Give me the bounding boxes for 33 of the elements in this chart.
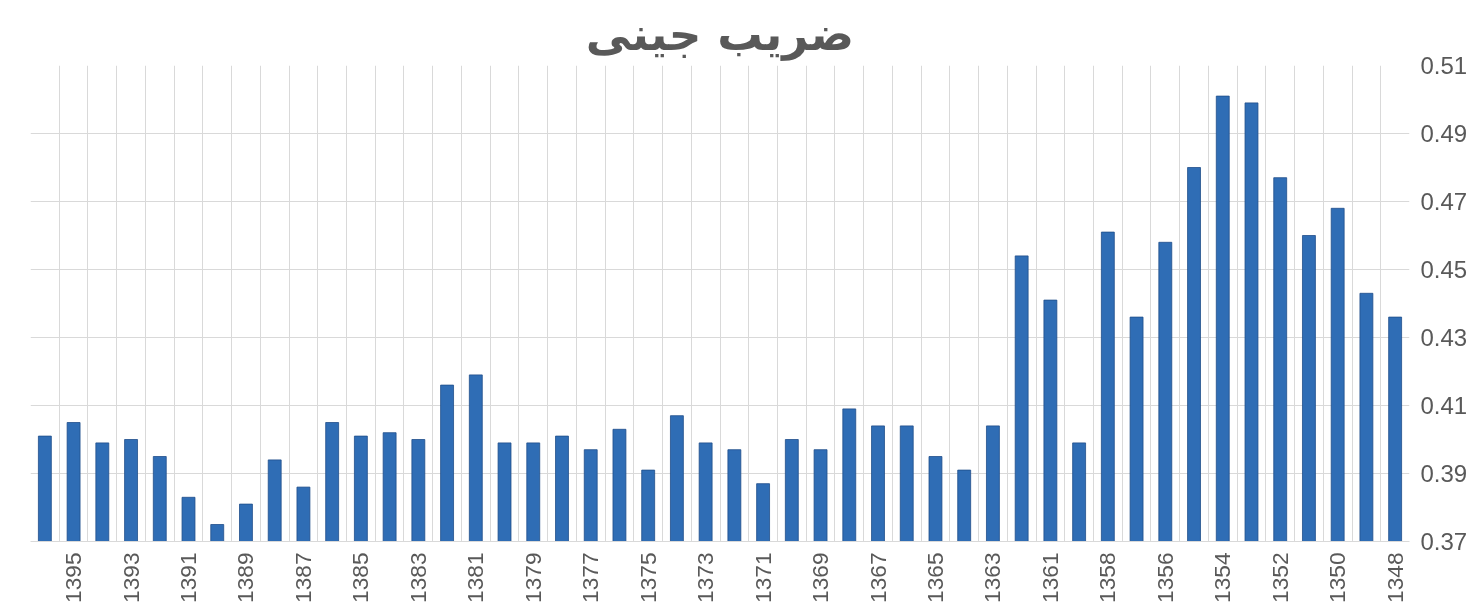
x-tick-label: 1348 <box>1381 552 1408 603</box>
x-tick-label: 1373 <box>692 552 719 603</box>
x-tick-label: 1377 <box>577 552 604 603</box>
y-tick-label: 0.41 <box>1420 392 1468 419</box>
x-tick-label: 1385 <box>347 552 374 603</box>
x-tick-label: 1391 <box>175 552 202 603</box>
x-tick-label: 1358 <box>1094 552 1121 603</box>
y-tick-label: 0.51 <box>1420 52 1468 79</box>
x-tick-label: 1354 <box>1209 552 1236 603</box>
y-tick-label: 0.47 <box>1420 188 1468 215</box>
x-tick-label: 1375 <box>634 552 661 603</box>
x-tick-label: 1363 <box>979 552 1006 603</box>
x-tick-label: 1387 <box>289 552 316 603</box>
x-tick-label: 1356 <box>1151 552 1178 603</box>
x-tick-label: 1379 <box>519 552 546 603</box>
x-tick-label: 1389 <box>232 552 259 603</box>
x-tick-label: 1361 <box>1036 552 1063 603</box>
x-tick-label: 1381 <box>462 552 489 603</box>
x-tick-label: 1350 <box>1324 552 1351 603</box>
x-tick-label: 1383 <box>404 552 431 603</box>
y-tick-label: 0.39 <box>1420 460 1468 487</box>
x-tick-label: 1371 <box>749 552 776 603</box>
y-tick-label: 0.43 <box>1420 324 1468 351</box>
y-tick-label: 0.37 <box>1420 528 1468 555</box>
x-tick-label: 1395 <box>60 552 87 603</box>
chart-title: ضریب جینی <box>585 7 855 61</box>
x-tick-label: 1369 <box>807 552 834 603</box>
y-tick-label: 0.45 <box>1420 256 1468 283</box>
y-tick-label: 0.49 <box>1420 120 1468 147</box>
x-tick-label: 1365 <box>921 552 948 603</box>
x-tick-label: 1393 <box>117 552 144 603</box>
x-tick-label: 1367 <box>864 552 891 603</box>
x-tick-label: 1352 <box>1266 552 1293 603</box>
